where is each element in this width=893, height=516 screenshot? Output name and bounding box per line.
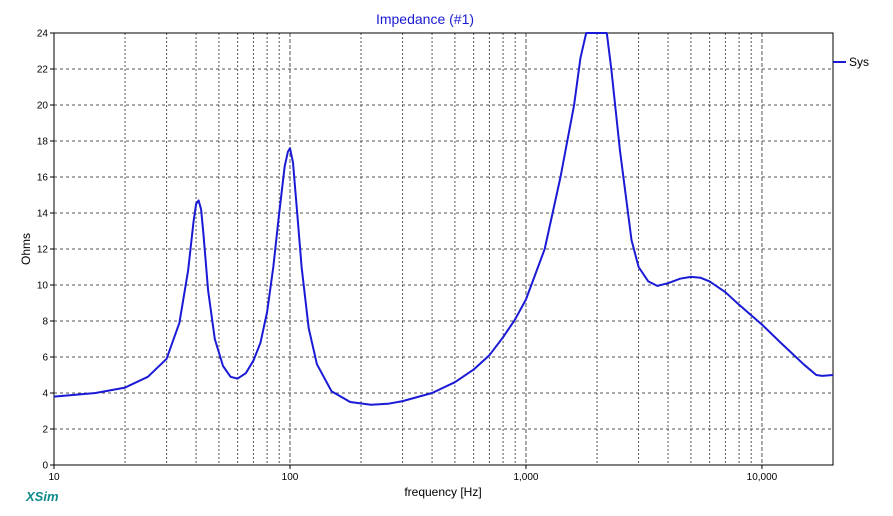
x-tick-label: 10,000 — [747, 472, 778, 483]
legend: Sys — [833, 55, 869, 69]
legend-label-sys: Sys — [849, 55, 869, 69]
y-tick-label: 8 — [42, 317, 48, 328]
y-axis-label: Ohms — [19, 233, 33, 265]
x-tick-label: 100 — [282, 472, 299, 483]
y-tick-label: 12 — [37, 245, 49, 256]
y-tick-label: 4 — [42, 389, 48, 400]
y-tick-label: 24 — [37, 29, 49, 40]
x-tick-label: 1,000 — [513, 472, 538, 483]
y-tick-label: 6 — [42, 353, 48, 364]
x-tick-label: 10 — [48, 472, 60, 483]
y-tick-label: 18 — [37, 137, 49, 148]
series-line-sys — [53, 32, 834, 406]
grid-lines — [54, 33, 833, 465]
y-tick-label: 20 — [37, 101, 49, 112]
x-axis-ticks: 10 100 1,000 10,000 — [48, 465, 778, 483]
x-axis-label: frequency [Hz] — [404, 485, 481, 499]
y-tick-label: 10 — [37, 281, 49, 292]
y-tick-label: 16 — [37, 173, 49, 184]
chart-title: Impedance (#1) — [376, 11, 474, 27]
y-tick-label: 0 — [42, 461, 48, 472]
y-tick-label: 2 — [42, 425, 48, 436]
xsim-logo: XSim — [25, 489, 59, 504]
y-tick-label: 22 — [37, 65, 49, 76]
y-tick-label: 14 — [37, 209, 49, 220]
